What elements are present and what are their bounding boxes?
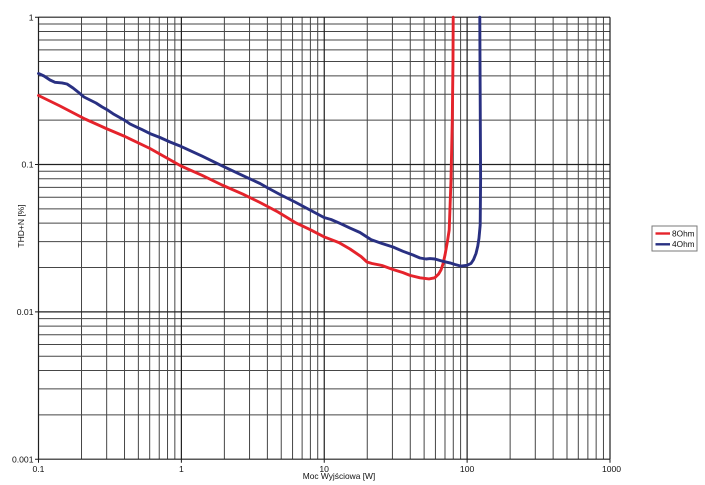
svg-text:1: 1 (179, 464, 184, 474)
svg-text:100: 100 (460, 464, 475, 474)
svg-text:0.1: 0.1 (33, 464, 45, 474)
svg-text:Moc Wyjściowa [W]: Moc Wyjściowa [W] (303, 471, 376, 481)
svg-text:10: 10 (319, 464, 329, 474)
svg-text:THD+N [%]: THD+N [%] (16, 204, 26, 247)
svg-text:4Ohm: 4Ohm (672, 239, 695, 249)
svg-text:0.001: 0.001 (12, 454, 34, 464)
svg-text:8Ohm: 8Ohm (672, 228, 695, 238)
svg-text:1000: 1000 (602, 464, 621, 474)
svg-text:1: 1 (29, 12, 34, 22)
svg-text:0.01: 0.01 (17, 307, 34, 317)
svg-text:0.1: 0.1 (22, 160, 34, 170)
